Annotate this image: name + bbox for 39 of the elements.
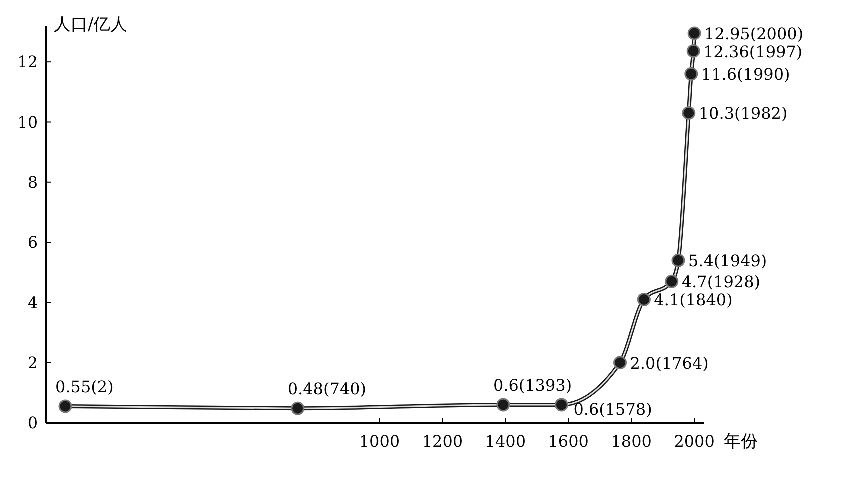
y-tick-label: 2 (28, 353, 38, 372)
y-tick-label: 6 (28, 233, 38, 252)
y-tick-label: 12 (18, 52, 38, 72)
data-label: 0.6(1578) (574, 400, 652, 419)
x-tick-label: 1600 (548, 432, 589, 451)
point (682, 106, 696, 120)
point (684, 67, 698, 81)
point (672, 254, 686, 268)
y-axis-title: 人口/亿人 (54, 15, 128, 35)
point (58, 400, 72, 414)
data-label: 11.6(1990) (701, 65, 790, 84)
x-tick-label: 1800 (611, 432, 652, 451)
y-tick-label: 0 (28, 414, 38, 433)
data-label: 12.36(1997) (704, 42, 803, 62)
data-label: 0.55(2) (56, 377, 114, 396)
point (637, 292, 651, 306)
data-label: 12.95(2000) (704, 24, 804, 44)
point (554, 398, 568, 412)
point (665, 274, 679, 288)
point (496, 398, 510, 412)
data-label: 10.3(1982) (698, 104, 788, 124)
data-label: 2.0(1764) (630, 354, 709, 373)
data-label: 0.48(740) (288, 380, 367, 399)
data-label: 4.1(1840) (654, 290, 733, 310)
y-tick-label: 10 (18, 112, 38, 132)
data-label: 4.7(1928) (682, 272, 761, 292)
point (688, 26, 702, 40)
point (291, 402, 305, 416)
y-tick-label: 8 (28, 172, 38, 192)
x-tick-label: 2000 (674, 432, 715, 451)
point (686, 44, 700, 58)
data-label: 5.4(1949) (688, 252, 768, 271)
x-tick-label: 1200 (422, 432, 464, 451)
data-label: 0.6(1393) (493, 376, 572, 395)
x-tick-label: 1000 (359, 432, 400, 451)
y-tick-label: 4 (28, 293, 38, 312)
x-axis-title: 年份 (724, 432, 758, 452)
x-tick-label: 1400 (485, 432, 526, 451)
point (614, 356, 628, 370)
